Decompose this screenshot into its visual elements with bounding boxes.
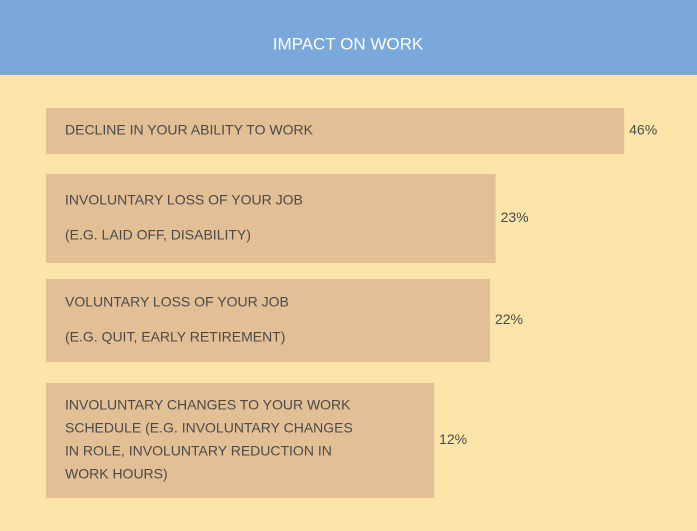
- bar: [46, 383, 435, 498]
- bar-label: INVOLUNTARY LOSS OF YOUR JOB: [65, 192, 303, 208]
- bar: [46, 174, 496, 263]
- bar-label: DECLINE IN YOUR ABILITY TO WORK: [65, 122, 314, 138]
- bar-label: SCHEDULE (E.G. INVOLUNTARY CHANGES: [65, 420, 353, 436]
- bar: [46, 279, 490, 362]
- bar-label: INVOLUNTARY CHANGES TO YOUR WORK: [65, 397, 351, 413]
- chart-title: IMPACT ON WORK: [273, 34, 424, 53]
- bar-label: (E.G. QUIT, EARLY RETIREMENT): [65, 329, 285, 345]
- header: [0, 0, 697, 75]
- value-label: 12%: [439, 431, 467, 447]
- bar-label: VOLUNTARY LOSS OF YOUR JOB: [65, 294, 289, 310]
- bar-label: (E.G. LAID OFF, DISABILITY): [65, 227, 251, 243]
- bar-label: WORK HOURS): [65, 466, 168, 482]
- value-label: 46%: [629, 122, 657, 138]
- value-label: 22%: [495, 311, 523, 327]
- bar-label: IN ROLE, INVOLUNTARY REDUCTION IN: [65, 443, 332, 459]
- value-label: 23%: [501, 209, 529, 225]
- bar: [46, 108, 625, 154]
